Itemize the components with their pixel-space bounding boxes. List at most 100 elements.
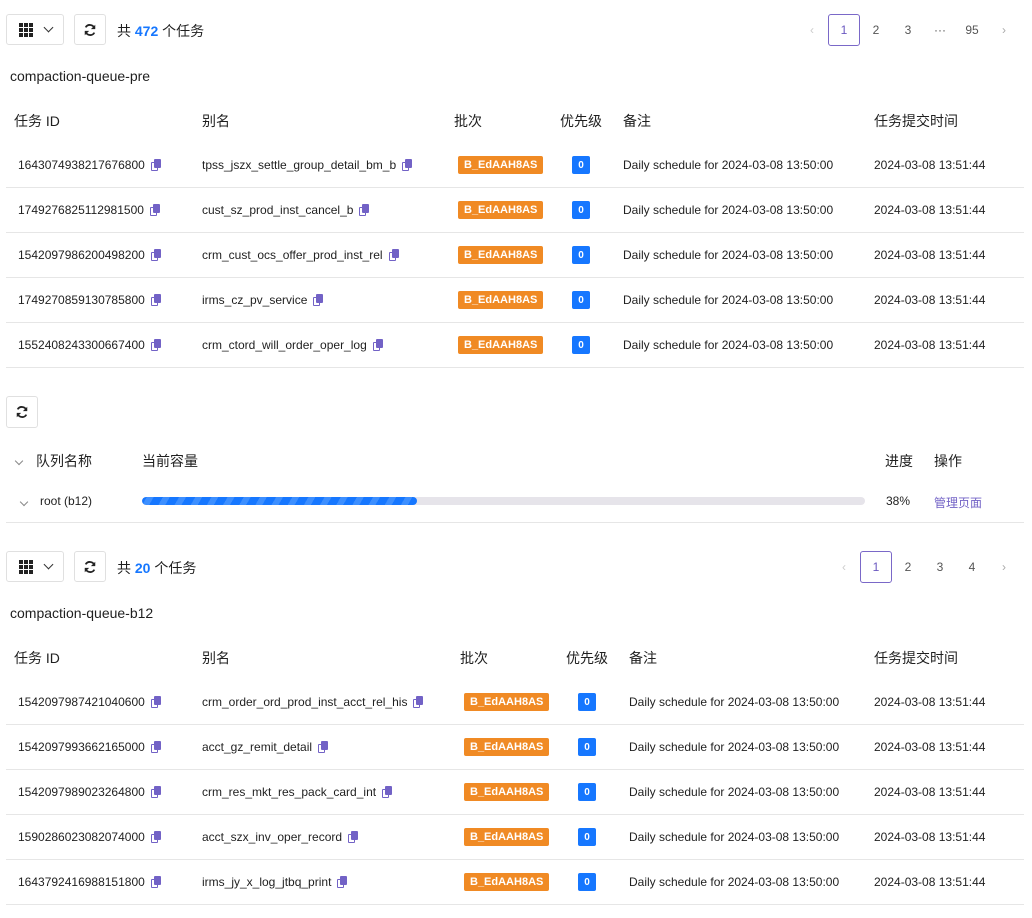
pagination-page[interactable]: 3 bbox=[936, 560, 944, 574]
table-row: 1643792416988151800 irms_jy_x_log_jtbq_pr… bbox=[6, 860, 1024, 905]
submit-time: 2024-03-08 13:51:44 bbox=[874, 158, 986, 172]
queue-col-progress: 进度 bbox=[885, 453, 913, 469]
priority-badge: 0 bbox=[572, 336, 590, 354]
copy-icon[interactable] bbox=[150, 741, 162, 753]
queue-progress-label: 38% bbox=[886, 494, 911, 508]
col-batch: 批次 bbox=[460, 650, 488, 666]
batch-tag: B_EdAAH8AS bbox=[464, 783, 550, 801]
task-id: 1542097989023264800 bbox=[18, 785, 145, 799]
col-submit-time: 任务提交时间 bbox=[874, 650, 958, 666]
queue-row-name: root (b12) bbox=[40, 494, 93, 508]
copy-icon[interactable] bbox=[388, 249, 400, 261]
pagination-page[interactable]: 95 bbox=[965, 23, 979, 37]
pagination-page[interactable]: 3 bbox=[904, 23, 912, 37]
copy-icon[interactable] bbox=[313, 294, 324, 306]
copy-icon[interactable] bbox=[372, 339, 384, 351]
pagination-page[interactable]: 2 bbox=[872, 23, 880, 37]
alias-cell: crm_ctord_will_order_oper_log bbox=[202, 338, 384, 352]
batch-tag: B_EdAAH8AS bbox=[458, 291, 544, 309]
pagination-prev[interactable]: ‹ bbox=[810, 23, 814, 37]
table-row: 1552408243300667400 crm_ctord_will_order_… bbox=[6, 323, 1024, 368]
note: Daily schedule for 2024-03-08 13:50:00 bbox=[623, 338, 834, 352]
copy-icon[interactable] bbox=[348, 831, 359, 843]
pagination-next[interactable]: › bbox=[1002, 560, 1006, 574]
queue-expand-all-icon[interactable] bbox=[14, 453, 24, 467]
copy-icon[interactable] bbox=[337, 876, 348, 888]
task-id-cell: 1643792416988151800 bbox=[18, 875, 162, 889]
queue-col-action: 操作 bbox=[934, 453, 962, 469]
refresh-icon bbox=[84, 560, 96, 573]
refresh-icon bbox=[84, 23, 96, 36]
task-id-cell: 1542097993662165000 bbox=[18, 740, 162, 754]
task-total: 共 20 个任务 bbox=[117, 558, 196, 578]
copy-icon[interactable] bbox=[150, 294, 162, 306]
priority-cell: 0 bbox=[578, 828, 596, 846]
copy-icon[interactable] bbox=[382, 786, 393, 798]
batch-cell: B_EdAAH8AS bbox=[458, 156, 544, 174]
copy-icon[interactable] bbox=[150, 831, 162, 843]
col-priority: 优先级 bbox=[566, 650, 608, 666]
view-toggle-button[interactable] bbox=[6, 551, 64, 582]
queue-row-divider bbox=[6, 522, 1024, 523]
table-row: 1542097993662165000 acct_gz_remit_detail B… bbox=[6, 725, 1024, 770]
priority-cell: 0 bbox=[578, 738, 596, 756]
batch-cell: B_EdAAH8AS bbox=[464, 783, 550, 801]
col-alias: 别名 bbox=[202, 650, 230, 666]
manage-page-link[interactable]: 管理页面 bbox=[934, 496, 983, 510]
task-id: 1749270859130785800 bbox=[18, 293, 145, 307]
table-row: 1590286023082074000 acct_szx_inv_oper_rec… bbox=[6, 815, 1024, 860]
refresh-button[interactable] bbox=[74, 14, 106, 45]
task-total: 共 472 个任务 bbox=[117, 21, 204, 41]
refresh-button[interactable] bbox=[74, 551, 106, 582]
task-id-cell: 1643074938217676800 bbox=[18, 158, 162, 172]
pagination-page[interactable]: 2 bbox=[904, 560, 912, 574]
pagination-prev[interactable]: ‹ bbox=[842, 560, 846, 574]
task-id: 1590286023082074000 bbox=[18, 830, 145, 844]
alias: crm_res_mkt_res_pack_card_int bbox=[202, 785, 377, 799]
queue-refresh-button[interactable] bbox=[6, 396, 38, 428]
total-count: 472 bbox=[134, 23, 159, 39]
col-note: 备注 bbox=[629, 650, 657, 666]
pagination-page[interactable]: ··· bbox=[934, 23, 946, 37]
alias: cust_sz_prod_inst_cancel_b bbox=[202, 203, 354, 217]
priority-badge: 0 bbox=[578, 783, 596, 801]
batch-cell: B_EdAAH8AS bbox=[458, 336, 544, 354]
copy-icon[interactable] bbox=[149, 204, 161, 216]
col-task-id: 任务 ID bbox=[14, 650, 60, 666]
note: Daily schedule for 2024-03-08 13:50:00 bbox=[623, 158, 834, 172]
batch-cell: B_EdAAH8AS bbox=[464, 828, 550, 846]
priority-cell: 0 bbox=[578, 693, 596, 711]
copy-icon[interactable] bbox=[150, 249, 162, 261]
alias-cell: acct_gz_remit_detail bbox=[202, 740, 329, 754]
table-row: 1542097986200498200 crm_cust_ocs_offer_pr… bbox=[6, 233, 1024, 278]
queue-title: compaction-queue-pre bbox=[10, 68, 151, 84]
batch-cell: B_EdAAH8AS bbox=[458, 291, 544, 309]
copy-icon[interactable] bbox=[150, 696, 162, 708]
copy-icon[interactable] bbox=[402, 159, 413, 171]
pagination-page[interactable]: 1 bbox=[860, 551, 892, 583]
copy-icon[interactable] bbox=[413, 696, 424, 708]
copy-icon[interactable] bbox=[318, 741, 329, 753]
pagination-page[interactable]: 1 bbox=[828, 14, 860, 46]
alias: tpss_jszx_settle_group_detail_bm_b bbox=[202, 158, 397, 172]
copy-icon[interactable] bbox=[150, 159, 162, 171]
col-task-id: 任务 ID bbox=[14, 113, 60, 129]
copy-icon[interactable] bbox=[150, 876, 162, 888]
queue-progress-bar bbox=[142, 497, 865, 505]
task-id: 1643792416988151800 bbox=[18, 875, 145, 889]
pagination-next[interactable]: › bbox=[1002, 23, 1006, 37]
alias-cell: irms_jy_x_log_jtbq_print bbox=[202, 875, 348, 889]
priority-cell: 0 bbox=[572, 336, 590, 354]
view-toggle-button[interactable] bbox=[6, 14, 64, 45]
submit-time: 2024-03-08 13:51:44 bbox=[874, 293, 986, 307]
queue-row-expand-icon[interactable] bbox=[19, 494, 29, 508]
batch-tag: B_EdAAH8AS bbox=[458, 156, 544, 174]
priority-cell: 0 bbox=[572, 246, 590, 264]
copy-icon[interactable] bbox=[359, 204, 370, 216]
copy-icon[interactable] bbox=[150, 339, 162, 351]
pagination-page[interactable]: 4 bbox=[968, 560, 976, 574]
batch-tag: B_EdAAH8AS bbox=[458, 246, 544, 264]
copy-icon[interactable] bbox=[150, 786, 162, 798]
priority-badge: 0 bbox=[578, 738, 596, 756]
task-id: 1542097987421040600 bbox=[18, 695, 145, 709]
